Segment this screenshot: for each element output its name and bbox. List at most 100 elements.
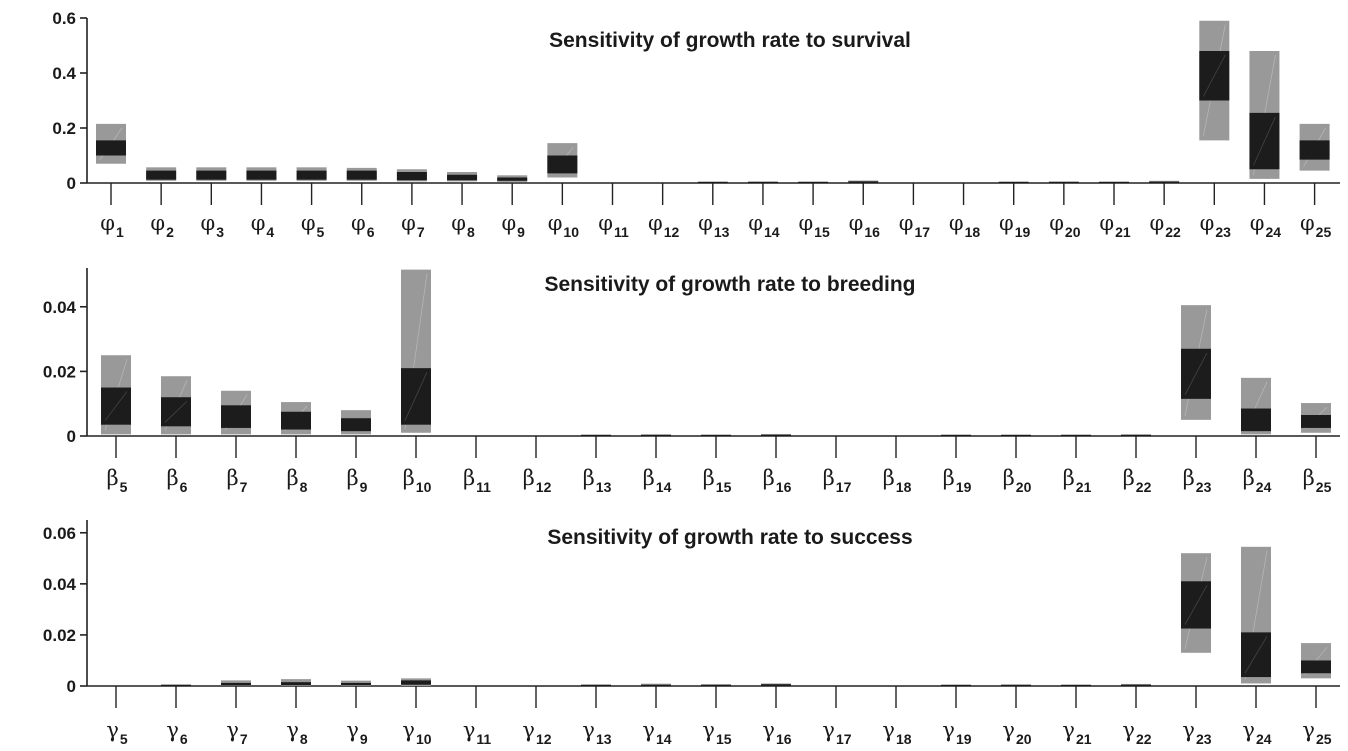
x-tick-label-9: β9 xyxy=(347,466,368,495)
x-tick-label-17: γ17 xyxy=(822,718,851,746)
x-tick-subscript: 18 xyxy=(896,479,912,495)
inner-range-bar-4 xyxy=(246,170,277,180)
inner-range-bar-20 xyxy=(1001,434,1031,436)
x-tick-label-12: φ12 xyxy=(648,211,680,240)
x-tick-label-13: φ13 xyxy=(698,211,730,240)
x-tick-symbol: φ xyxy=(251,211,266,235)
x-tick-symbol: β xyxy=(167,466,179,490)
inner-range-bar-21 xyxy=(1061,684,1091,686)
panel-1: Sensitivity of growth rate to survival 0 0… xyxy=(52,9,1340,240)
x-tick-label-15: φ15 xyxy=(798,211,830,240)
x-tick-subscript: 9 xyxy=(360,731,368,746)
x-tick-symbol: β xyxy=(1243,466,1255,490)
x-tick-label-21: β21 xyxy=(1063,466,1092,495)
x-tick-subscript: 7 xyxy=(417,224,425,240)
x-tick-symbol: β xyxy=(943,466,955,490)
x-tick-label-21: φ21 xyxy=(1099,211,1131,240)
x-tick-symbol: β xyxy=(1303,466,1315,490)
x-tick-subscript: 12 xyxy=(536,731,552,746)
x-tick-subscript: 4 xyxy=(266,224,274,240)
inner-range-bar-19 xyxy=(941,684,971,686)
inner-range-bar-22 xyxy=(1149,181,1180,183)
inner-bar-sheen xyxy=(404,371,428,421)
x-tick-subscript: 21 xyxy=(1115,224,1131,240)
inner-range-bar-25 xyxy=(1299,140,1330,160)
x-tick-label-18: γ18 xyxy=(882,718,911,746)
inner-range-bar-22 xyxy=(1121,684,1151,686)
inner-range-bar-24 xyxy=(1241,408,1271,432)
x-tick-symbol: β xyxy=(1003,466,1015,490)
x-tick-label-5: γ5 xyxy=(106,718,128,746)
x-tick-symbol: β xyxy=(823,466,835,490)
x-tick-label-22: φ22 xyxy=(1150,211,1182,240)
x-tick-symbol: γ xyxy=(1182,718,1195,742)
panel-title: Sensitivity of growth rate to survival xyxy=(549,29,911,52)
inner-range-bar-1 xyxy=(96,140,126,156)
inner-range-bar-7 xyxy=(221,405,251,428)
x-tick-label-18: β18 xyxy=(883,466,912,495)
x-tick-symbol: γ xyxy=(942,718,955,742)
inner-range-bar-7 xyxy=(396,172,427,181)
x-tick-subscript: 14 xyxy=(764,224,780,240)
x-tick-subscript: 10 xyxy=(563,224,579,240)
x-tick-label-10: φ10 xyxy=(548,211,580,240)
x-tick-subscript: 24 xyxy=(1266,224,1282,240)
x-tick-label-24: γ24 xyxy=(1242,718,1271,746)
x-tick-subscript: 9 xyxy=(517,224,525,240)
x-tick-symbol: β xyxy=(1183,466,1195,490)
x-tick-symbol: γ xyxy=(1302,718,1315,742)
x-tick-label-23: φ23 xyxy=(1200,211,1232,240)
x-tick-subscript: 16 xyxy=(864,224,880,240)
x-tick-label-13: β13 xyxy=(583,466,612,495)
x-tick-label-15: γ15 xyxy=(702,718,731,746)
x-tick-label-17: β17 xyxy=(823,466,852,495)
inner-range-bar-15 xyxy=(701,434,731,436)
x-tick-symbol: γ xyxy=(1122,718,1135,742)
x-tick-subscript: 10 xyxy=(416,731,432,746)
inner-range-bar-9 xyxy=(341,682,371,686)
x-tick-symbol: φ xyxy=(798,211,813,235)
x-tick-symbol: β xyxy=(227,466,239,490)
x-tick-subscript: 13 xyxy=(596,479,612,495)
y-tick-label: 0.02 xyxy=(43,362,76,381)
x-tick-label-20: φ20 xyxy=(1049,211,1081,240)
panel-title: Sensitivity of growth rate to success xyxy=(547,526,912,549)
x-tick-label-11: γ11 xyxy=(463,718,492,746)
x-tick-label-17: φ17 xyxy=(899,211,931,240)
x-tick-subscript: 5 xyxy=(120,731,128,746)
x-tick-label-10: γ10 xyxy=(402,718,431,746)
x-tick-subscript: 5 xyxy=(120,479,128,495)
x-tick-symbol: γ xyxy=(762,718,775,742)
x-tick-symbol: γ xyxy=(1002,718,1015,742)
inner-range-bar-14 xyxy=(641,684,671,686)
x-tick-label-9: γ9 xyxy=(346,718,368,746)
inner-range-bar-15 xyxy=(701,684,731,686)
x-tick-subscript: 22 xyxy=(1165,224,1181,240)
x-tick-subscript: 6 xyxy=(180,731,188,746)
x-tick-symbol: φ xyxy=(301,211,316,235)
x-tick-symbol: φ xyxy=(451,211,466,235)
x-tick-symbol: φ xyxy=(598,211,613,235)
x-tick-label-7: γ7 xyxy=(226,718,248,746)
x-tick-symbol: γ xyxy=(346,718,359,742)
x-tick-symbol: φ xyxy=(748,211,763,235)
x-tick-subscript: 3 xyxy=(216,224,224,240)
inner-range-bar-14 xyxy=(641,434,671,436)
x-tick-symbol: φ xyxy=(949,211,964,235)
x-tick-symbol: φ xyxy=(150,211,165,235)
x-tick-label-6: β6 xyxy=(167,466,188,495)
y-tick-label: 0.4 xyxy=(52,64,76,83)
inner-range-bar-14 xyxy=(747,181,778,183)
inner-bar-sheen xyxy=(1202,54,1226,97)
x-tick-subscript: 8 xyxy=(300,731,308,746)
x-tick-symbol: φ xyxy=(899,211,914,235)
inner-range-bar-16 xyxy=(761,434,791,436)
x-tick-symbol: γ xyxy=(286,718,299,742)
x-tick-subscript: 20 xyxy=(1065,224,1081,240)
x-tick-symbol: φ xyxy=(849,211,864,235)
y-tick-label: 0.6 xyxy=(52,9,76,28)
x-tick-label-6: φ6 xyxy=(351,211,375,240)
x-tick-symbol: β xyxy=(763,466,775,490)
x-tick-subscript: 23 xyxy=(1215,224,1231,240)
